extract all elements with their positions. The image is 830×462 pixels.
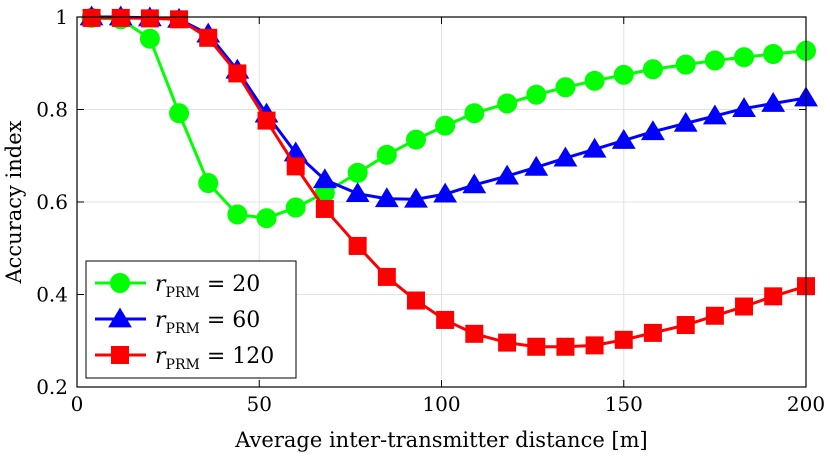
data-point xyxy=(312,168,337,189)
data-point xyxy=(433,182,458,203)
data-point xyxy=(676,316,695,335)
x-tick-label: 0 xyxy=(71,392,84,416)
data-point xyxy=(345,182,370,203)
data-point xyxy=(82,8,101,27)
data-point xyxy=(582,137,607,158)
data-point xyxy=(613,64,634,85)
data-point xyxy=(641,120,665,141)
data-point xyxy=(170,10,189,29)
data-point xyxy=(111,8,130,27)
data-point xyxy=(257,111,276,130)
data-point xyxy=(556,337,575,356)
data-point xyxy=(497,93,518,114)
data-point xyxy=(705,306,724,325)
legend-marker xyxy=(111,346,129,364)
data-point xyxy=(404,187,428,208)
data-point xyxy=(436,310,455,329)
data-point xyxy=(348,236,367,255)
x-tick-label: 150 xyxy=(605,392,643,416)
data-point xyxy=(642,59,663,80)
x-axis-label: Average inter-transmitter distance [m] xyxy=(234,428,647,452)
y-tick-label: 1 xyxy=(55,5,68,29)
x-tick-label: 200 xyxy=(787,392,825,416)
legend-label: rPRM = 20 xyxy=(155,272,260,301)
data-point xyxy=(585,336,604,355)
data-point xyxy=(464,103,485,124)
legend-label: rPRM = 120 xyxy=(155,344,274,373)
data-point xyxy=(228,64,247,83)
data-point xyxy=(139,28,160,49)
data-point xyxy=(377,267,396,286)
data-point xyxy=(764,287,783,306)
data-point xyxy=(435,115,456,136)
data-point xyxy=(199,28,218,47)
data-point xyxy=(614,330,633,349)
data-point xyxy=(286,157,305,176)
data-point xyxy=(526,84,547,105)
data-point xyxy=(763,44,784,64)
data-point xyxy=(555,77,576,98)
data-point xyxy=(675,54,696,75)
legend: rPRM = 20 rPRM = 60 rPRM = 120 xyxy=(85,260,297,379)
data-point xyxy=(734,47,755,68)
data-point xyxy=(761,92,786,112)
data-point xyxy=(376,144,397,165)
data-point xyxy=(611,129,636,149)
axes-frame xyxy=(76,16,807,388)
y-tick-label: 0.6 xyxy=(36,190,68,214)
data-point xyxy=(527,337,546,356)
legend-marker xyxy=(110,273,130,293)
series-square xyxy=(82,8,815,356)
data-point xyxy=(315,199,334,218)
data-point xyxy=(256,208,277,229)
data-point xyxy=(347,162,368,183)
data-point xyxy=(673,111,698,132)
data-point xyxy=(374,187,399,208)
data-point xyxy=(285,197,306,218)
data-point xyxy=(406,291,425,310)
data-point xyxy=(495,164,520,185)
data-point xyxy=(584,70,605,91)
data-point xyxy=(553,146,578,167)
data-point xyxy=(735,297,754,316)
legend-label: rPRM = 60 xyxy=(155,308,260,337)
data-point xyxy=(198,173,219,194)
data-point xyxy=(732,97,756,117)
y-axis-label: Accuracy index xyxy=(2,120,26,284)
data-point xyxy=(462,173,487,194)
data-point xyxy=(405,129,426,150)
y-tick-label: 0.2 xyxy=(36,375,68,399)
data-point xyxy=(227,204,248,225)
data-point xyxy=(465,324,484,343)
data-point xyxy=(169,103,190,124)
x-tick-label: 50 xyxy=(247,392,272,416)
data-point xyxy=(524,155,549,176)
data-point xyxy=(702,104,727,125)
data-point xyxy=(140,9,159,28)
legend-marker xyxy=(108,307,132,328)
data-point xyxy=(643,323,662,342)
data-point xyxy=(704,50,725,71)
x-tick-label: 100 xyxy=(422,392,460,416)
y-tick-label: 0.8 xyxy=(36,98,68,122)
data-point xyxy=(498,333,517,352)
y-tick-label: 0.4 xyxy=(36,283,68,307)
